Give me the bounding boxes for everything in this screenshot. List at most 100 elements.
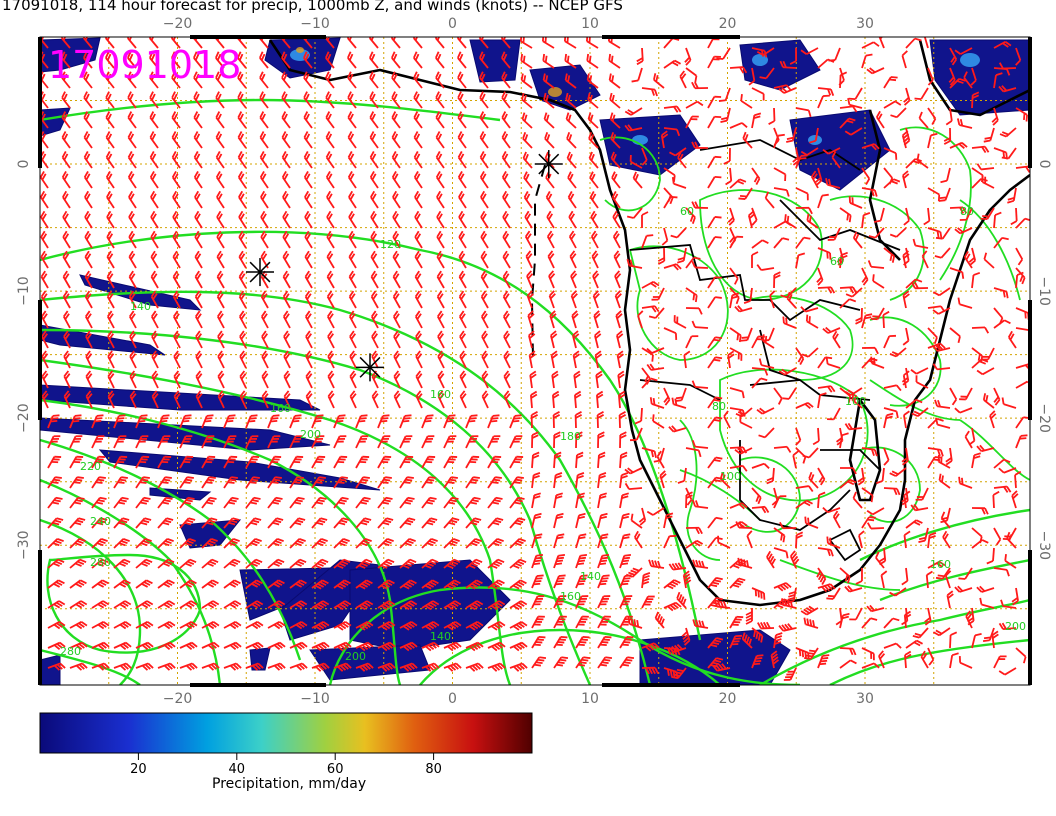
wind-barb <box>861 516 876 529</box>
colorbar-tick-label: 40 <box>229 762 246 777</box>
wind-barb <box>304 250 313 269</box>
wind-barb <box>201 496 217 509</box>
wind-barb <box>707 336 723 349</box>
wind-barb <box>479 131 489 149</box>
wind-barb <box>1015 47 1022 66</box>
wind-barb <box>769 290 776 309</box>
wind-barb <box>193 151 203 169</box>
wind-barb <box>795 107 812 118</box>
wind-barb <box>414 230 423 249</box>
wind-barb <box>641 642 660 652</box>
wind-barb <box>327 390 335 409</box>
wind-barb <box>195 330 203 349</box>
wind-barb <box>487 476 502 489</box>
wind-barb <box>568 230 577 249</box>
wind-barb <box>311 476 326 489</box>
wind-barb <box>157 538 174 549</box>
lon-tick-top: 0 <box>448 16 457 32</box>
wind-barb <box>971 539 989 549</box>
wind-barb <box>839 647 857 656</box>
wind-barb <box>861 211 871 229</box>
wind-barb <box>355 621 374 631</box>
wind-barb <box>707 276 722 289</box>
contour-label: 80 <box>712 400 726 413</box>
wind-barb <box>377 641 396 652</box>
wind-barb <box>927 647 935 666</box>
wind-barb <box>878 650 886 669</box>
wind-barb <box>817 583 836 593</box>
wind-barb <box>173 330 181 349</box>
wind-barb <box>194 210 203 229</box>
wind-barb <box>1010 207 1018 226</box>
wind-barb <box>832 510 841 529</box>
wind-barb <box>663 579 681 590</box>
wind-barb <box>311 662 330 672</box>
wind-barb <box>479 151 489 169</box>
wind-barb <box>479 51 489 69</box>
wind-barb <box>729 235 744 249</box>
wind-barb <box>150 250 159 269</box>
wind-barb <box>615 310 623 329</box>
wind-barb <box>223 435 237 449</box>
wind-barb <box>574 411 583 429</box>
wind-barb <box>740 327 753 342</box>
wind-barb <box>40 270 49 289</box>
wind-barb <box>260 290 269 309</box>
wind-barb <box>866 67 885 75</box>
wind-barb <box>289 558 307 569</box>
wind-barb <box>531 635 546 649</box>
wind-barb <box>648 307 665 319</box>
wind-barb <box>245 435 259 449</box>
wind-barb <box>544 131 555 149</box>
wind-barb <box>84 250 93 269</box>
wind-barb <box>641 595 655 609</box>
wind-barb <box>924 607 932 626</box>
wind-barb <box>902 290 910 309</box>
wind-barb <box>237 71 247 89</box>
wind-barb <box>325 71 335 89</box>
wind-barb <box>62 290 71 309</box>
wind-barb <box>549 310 557 329</box>
wind-barb <box>289 621 308 630</box>
wind-barb <box>41 390 49 409</box>
wind-barb <box>509 455 524 469</box>
wind-barb <box>149 131 159 149</box>
wind-barb <box>238 270 247 289</box>
wind-barb <box>281 131 291 149</box>
wind-barb <box>759 67 775 80</box>
wind-barb <box>880 570 888 589</box>
wind-barb <box>575 472 585 489</box>
wind-barb <box>414 250 423 269</box>
wind-barb <box>816 267 824 286</box>
wind-barb <box>223 662 242 671</box>
wind-barb <box>267 476 282 489</box>
wind-barb <box>905 278 923 289</box>
height-contours <box>40 98 1030 685</box>
wind-barb <box>677 151 687 169</box>
wind-barb <box>586 73 599 89</box>
wind-barb <box>509 414 522 429</box>
wind-barb <box>612 210 621 229</box>
wind-barb <box>839 298 857 309</box>
wind-barb <box>903 87 911 106</box>
wind-barb <box>151 390 159 409</box>
wind-barb <box>564 73 577 89</box>
wind-barb <box>135 579 153 589</box>
wind-barb <box>239 330 247 349</box>
wind-barb <box>195 390 203 409</box>
wind-barb <box>958 567 973 580</box>
wind-barb <box>413 131 423 149</box>
wind-barb <box>443 641 462 652</box>
wind-barb <box>553 472 563 489</box>
wind-barb <box>831 151 841 169</box>
lon-tick-bottom: 10 <box>581 691 599 707</box>
wind-barb <box>128 210 137 229</box>
wind-barb <box>325 91 335 109</box>
wind-barb <box>151 370 159 389</box>
wind-barb <box>443 662 462 672</box>
wind-barb <box>223 496 239 509</box>
wind-barb <box>171 51 181 69</box>
wind-barb <box>239 310 247 329</box>
wind-barb <box>976 163 995 171</box>
wind-barb <box>727 350 735 369</box>
